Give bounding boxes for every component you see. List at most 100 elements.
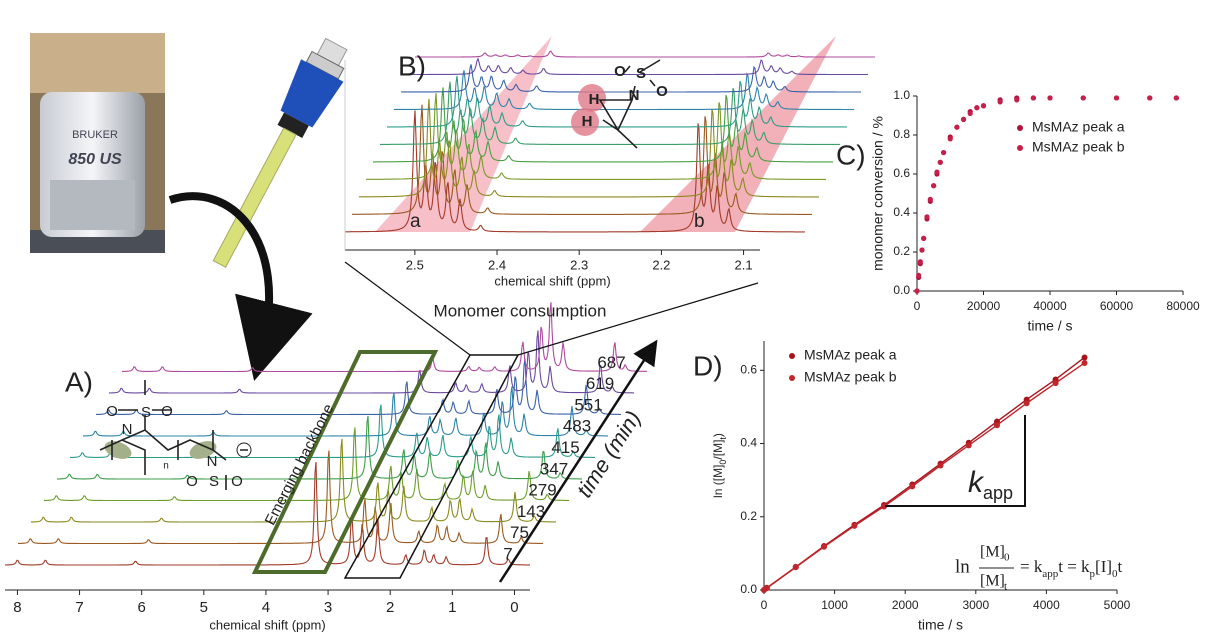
spectrum-trace [31, 438, 556, 523]
equation: [M] [980, 544, 1005, 561]
x-axis-label: chemical shift (ppm) [209, 617, 325, 632]
x-tick-label: 3 [324, 599, 332, 616]
spectrum-trace [373, 87, 833, 163]
x-tick-label: 60000 [1100, 299, 1134, 313]
x-tick-label: 1000 [821, 598, 848, 612]
photo-text: BRUKER [72, 129, 118, 141]
x-tick-label: 1 [448, 599, 456, 616]
spectrum-trace [408, 57, 868, 76]
data-point [993, 422, 1000, 429]
legend-marker [1017, 125, 1023, 131]
data-point [909, 483, 916, 490]
highlight [578, 84, 606, 112]
data-point [1023, 400, 1030, 407]
highlight [189, 441, 217, 459]
y-tick-label: 0.4 [893, 205, 910, 219]
x-tick-label: 8 [13, 599, 21, 616]
y-axis-label-part: ) [711, 433, 725, 437]
atom-label: O [614, 63, 626, 80]
data-point [941, 149, 947, 156]
data-point [1030, 95, 1036, 101]
equation-part: t [1118, 557, 1123, 576]
y-tick-label: 0.8 [893, 127, 910, 141]
data-point [947, 136, 953, 142]
data-point [954, 124, 960, 130]
equation-part: p [1090, 568, 1096, 580]
time-label: 483 [563, 417, 591, 436]
time-label: 687 [597, 353, 625, 372]
curved-arrow [168, 192, 313, 382]
y-tick-label: 0.6 [740, 362, 757, 376]
equation-part: = k [1020, 557, 1043, 576]
x-tick-label: 40000 [1033, 299, 1067, 313]
equation-part: 0 [1112, 568, 1118, 580]
panel-label: B) [398, 50, 426, 81]
y-tick-label: 1.0 [893, 88, 910, 102]
panel-label: C) [836, 139, 866, 170]
x-tick-label: 0 [914, 299, 921, 313]
data-point [965, 442, 972, 449]
atom-label: S [636, 65, 646, 82]
data-point [1081, 359, 1088, 366]
atom-label: O [186, 473, 198, 490]
time-label: 7 [503, 544, 512, 563]
spectrum-trace [380, 81, 840, 145]
highlight [571, 108, 599, 136]
data-point [1147, 95, 1153, 101]
spectrum-trace [400, 64, 861, 93]
atom-label: H [582, 113, 593, 130]
peak-label: a [410, 211, 421, 232]
atom-label: H [589, 91, 600, 108]
spectrum-trace [18, 450, 543, 545]
x-tick-label: 4 [262, 599, 270, 616]
time-label: 619 [586, 374, 614, 393]
data-point [917, 259, 923, 265]
spectrum-trace [109, 330, 634, 394]
y-axis-label-part: ln ([M] [711, 465, 725, 498]
x-tick-label: 2 [386, 599, 394, 616]
slope-triangle [885, 415, 1026, 507]
x-tick-label: 4000 [1033, 598, 1060, 612]
y-axis-label-part: t [718, 437, 728, 440]
data-point [997, 99, 1003, 105]
time-label: 347 [540, 459, 568, 478]
legend-marker [1017, 145, 1023, 151]
data-point [1081, 354, 1088, 361]
data-point [960, 116, 967, 122]
data-point [980, 103, 987, 109]
x-tick-label: 5 [200, 599, 208, 616]
y-tick-label: 0.0 [893, 283, 910, 297]
spectrum-trace [96, 358, 621, 416]
equation: = kappt = kp[I]0t [1020, 557, 1123, 580]
atom-label: N [629, 87, 640, 104]
data-point [792, 564, 799, 571]
spectrum-trace [352, 104, 812, 215]
y-tick-label: 0.4 [740, 436, 757, 450]
backbone-box [251, 350, 439, 574]
atom-label: O [161, 403, 173, 420]
equation-part: t = k [1058, 557, 1090, 576]
y-axis-label: ln ([M]0/[M]t) [711, 433, 728, 498]
x-tick-label: 2.1 [735, 257, 753, 272]
spectrum-trace [394, 70, 854, 111]
legend-label: MsMAz peak b [804, 369, 897, 385]
equation: 0 [1004, 552, 1010, 564]
equation: ln [955, 556, 970, 577]
y-tick-label: 0.6 [893, 166, 910, 180]
data-point [1113, 95, 1120, 101]
atom-label: O [231, 473, 243, 490]
data-point [919, 247, 925, 253]
data-point [937, 159, 943, 165]
time-label: 279 [528, 481, 556, 500]
legend-marker [789, 375, 795, 381]
legend-label: MsMAz peak a [1032, 119, 1125, 135]
x-tick-label: 2.2 [652, 257, 670, 272]
atom-label: S [209, 473, 219, 490]
x-tick-label: 0 [761, 598, 768, 612]
slope-label-part: k [968, 466, 985, 499]
legend-label: MsMAz peak a [804, 347, 897, 363]
data-point [1080, 95, 1086, 101]
x-axis-label: time / s [1027, 318, 1072, 334]
data-point [1173, 95, 1179, 101]
time-label: 415 [551, 438, 579, 457]
